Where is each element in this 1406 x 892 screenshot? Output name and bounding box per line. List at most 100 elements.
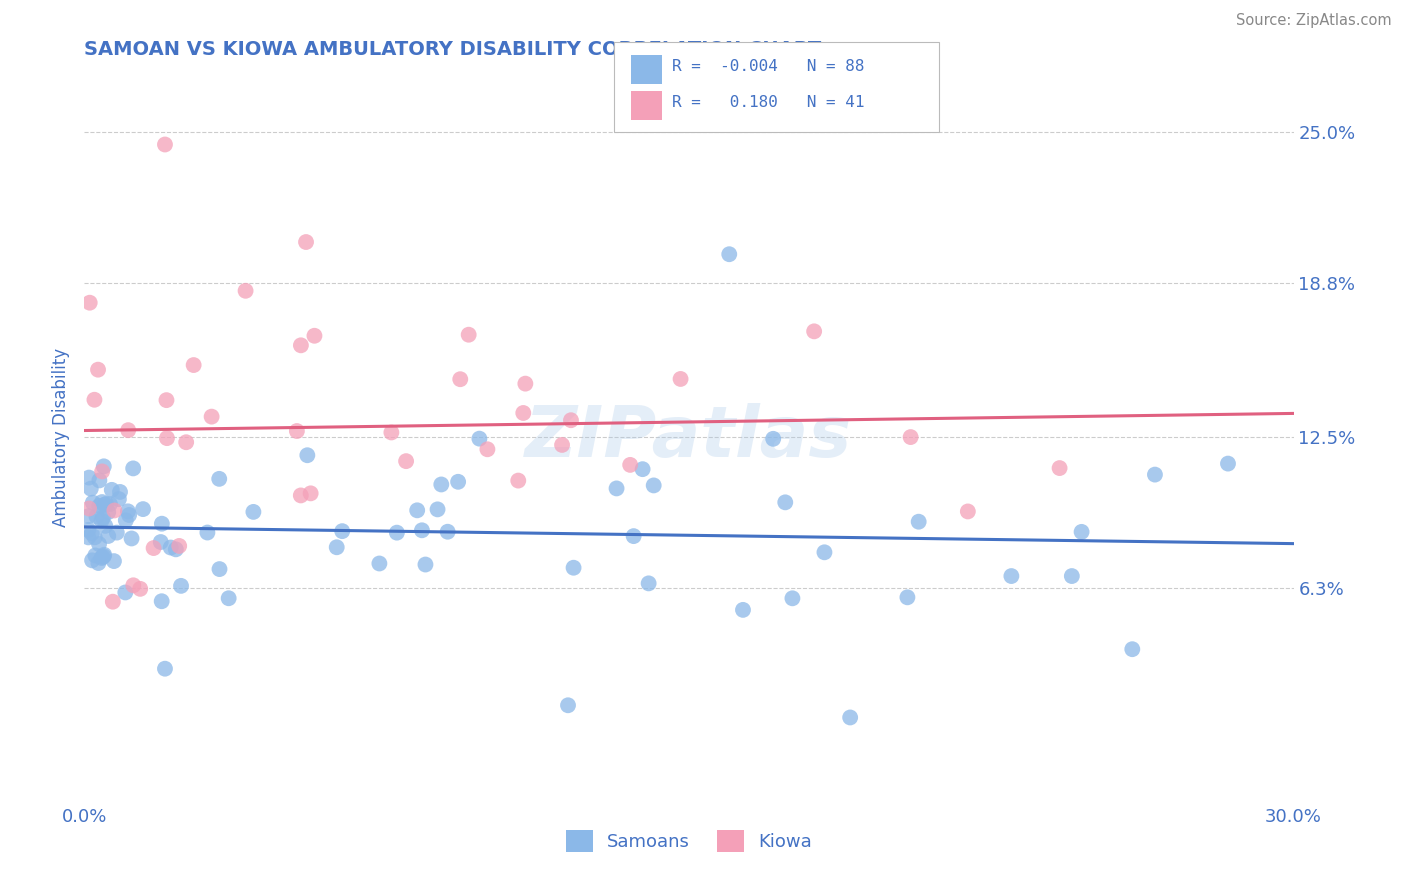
Point: [731, 603, 754, 617]
Point: [208, 472, 231, 486]
Point: [562, 560, 585, 574]
Point: [900, 430, 922, 444]
Point: [150, 594, 173, 608]
Point: [101, 595, 124, 609]
Point: [803, 324, 825, 338]
Point: [896, 591, 918, 605]
Point: [82, 553, 104, 567]
Point: [218, 591, 240, 606]
Point: [449, 372, 471, 386]
Point: [93, 549, 115, 564]
Point: [94, 519, 117, 533]
Point: [197, 525, 219, 540]
Point: [91, 495, 114, 509]
Point: [97, 505, 120, 519]
Point: [619, 458, 641, 472]
Point: [153, 137, 176, 152]
Point: [80, 526, 103, 541]
Point: [1049, 461, 1071, 475]
Point: [87, 537, 110, 551]
Point: [1000, 569, 1022, 583]
Point: [557, 698, 579, 713]
Point: [77, 509, 100, 524]
Point: [77, 530, 100, 544]
Point: [89, 474, 111, 488]
Point: [156, 431, 179, 445]
Point: [295, 235, 318, 249]
Point: [77, 523, 100, 537]
Point: [87, 556, 110, 570]
Point: [80, 482, 103, 496]
Point: [1070, 524, 1092, 539]
Point: [100, 483, 122, 497]
Point: [153, 662, 176, 676]
Point: [643, 478, 665, 492]
Point: [669, 372, 692, 386]
Point: [368, 557, 391, 571]
Point: [1216, 457, 1239, 471]
Point: [91, 465, 114, 479]
Point: [551, 438, 574, 452]
Point: [170, 579, 193, 593]
Point: [426, 502, 449, 516]
Point: [299, 486, 322, 500]
Point: [167, 539, 190, 553]
Legend: Samoans, Kiowa: Samoans, Kiowa: [558, 823, 820, 860]
Point: [79, 295, 101, 310]
Point: [129, 582, 152, 596]
Point: [103, 503, 125, 517]
Point: [108, 484, 131, 499]
Point: [477, 442, 499, 457]
Point: [114, 513, 136, 527]
Point: [122, 461, 145, 475]
Point: [165, 542, 187, 557]
Point: [174, 435, 197, 450]
Point: [406, 503, 429, 517]
Point: [330, 524, 353, 538]
Point: [201, 409, 224, 424]
Point: [91, 549, 114, 564]
Point: [97, 529, 120, 543]
Point: [93, 498, 115, 512]
Point: [623, 529, 645, 543]
Point: [98, 497, 121, 511]
Point: [297, 448, 319, 462]
Point: [290, 488, 312, 502]
Point: [512, 406, 534, 420]
Point: [290, 338, 312, 352]
Point: [1060, 569, 1083, 583]
Point: [468, 432, 491, 446]
Point: [508, 474, 530, 488]
Point: [117, 423, 139, 437]
Point: [436, 524, 458, 539]
Text: R =  -0.004   N = 88: R = -0.004 N = 88: [672, 59, 865, 74]
Y-axis label: Ambulatory Disability: Ambulatory Disability: [52, 348, 70, 526]
Point: [103, 554, 125, 568]
Point: [415, 558, 437, 572]
Point: [82, 495, 104, 509]
Point: [631, 462, 654, 476]
Point: [718, 247, 741, 261]
Point: [385, 525, 408, 540]
Point: [155, 393, 177, 408]
Point: [395, 454, 418, 468]
Text: Source: ZipAtlas.com: Source: ZipAtlas.com: [1236, 13, 1392, 29]
Point: [132, 502, 155, 516]
Point: [380, 425, 402, 440]
Point: [430, 477, 453, 491]
Point: [839, 710, 862, 724]
Point: [91, 510, 114, 524]
Point: [84, 549, 107, 563]
Text: R =   0.180   N = 41: R = 0.180 N = 41: [672, 95, 865, 111]
Point: [77, 501, 100, 516]
Point: [1121, 642, 1143, 657]
Point: [105, 525, 128, 540]
Point: [118, 508, 141, 522]
Point: [208, 562, 231, 576]
Point: [637, 576, 659, 591]
Point: [782, 591, 804, 606]
Point: [149, 535, 172, 549]
Point: [447, 475, 470, 489]
Point: [304, 328, 326, 343]
Text: ZIPatlas: ZIPatlas: [526, 402, 852, 472]
